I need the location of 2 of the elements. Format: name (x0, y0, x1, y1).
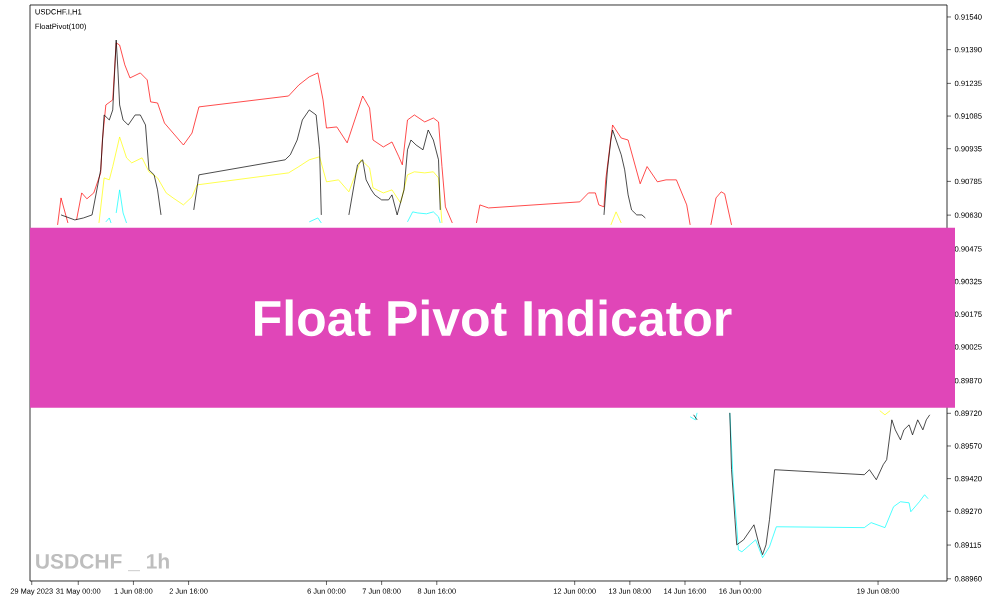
annotation: USDCHF _ 1h (36, 553, 169, 572)
text: Float Pivot Indicator (255, 299, 732, 337)
